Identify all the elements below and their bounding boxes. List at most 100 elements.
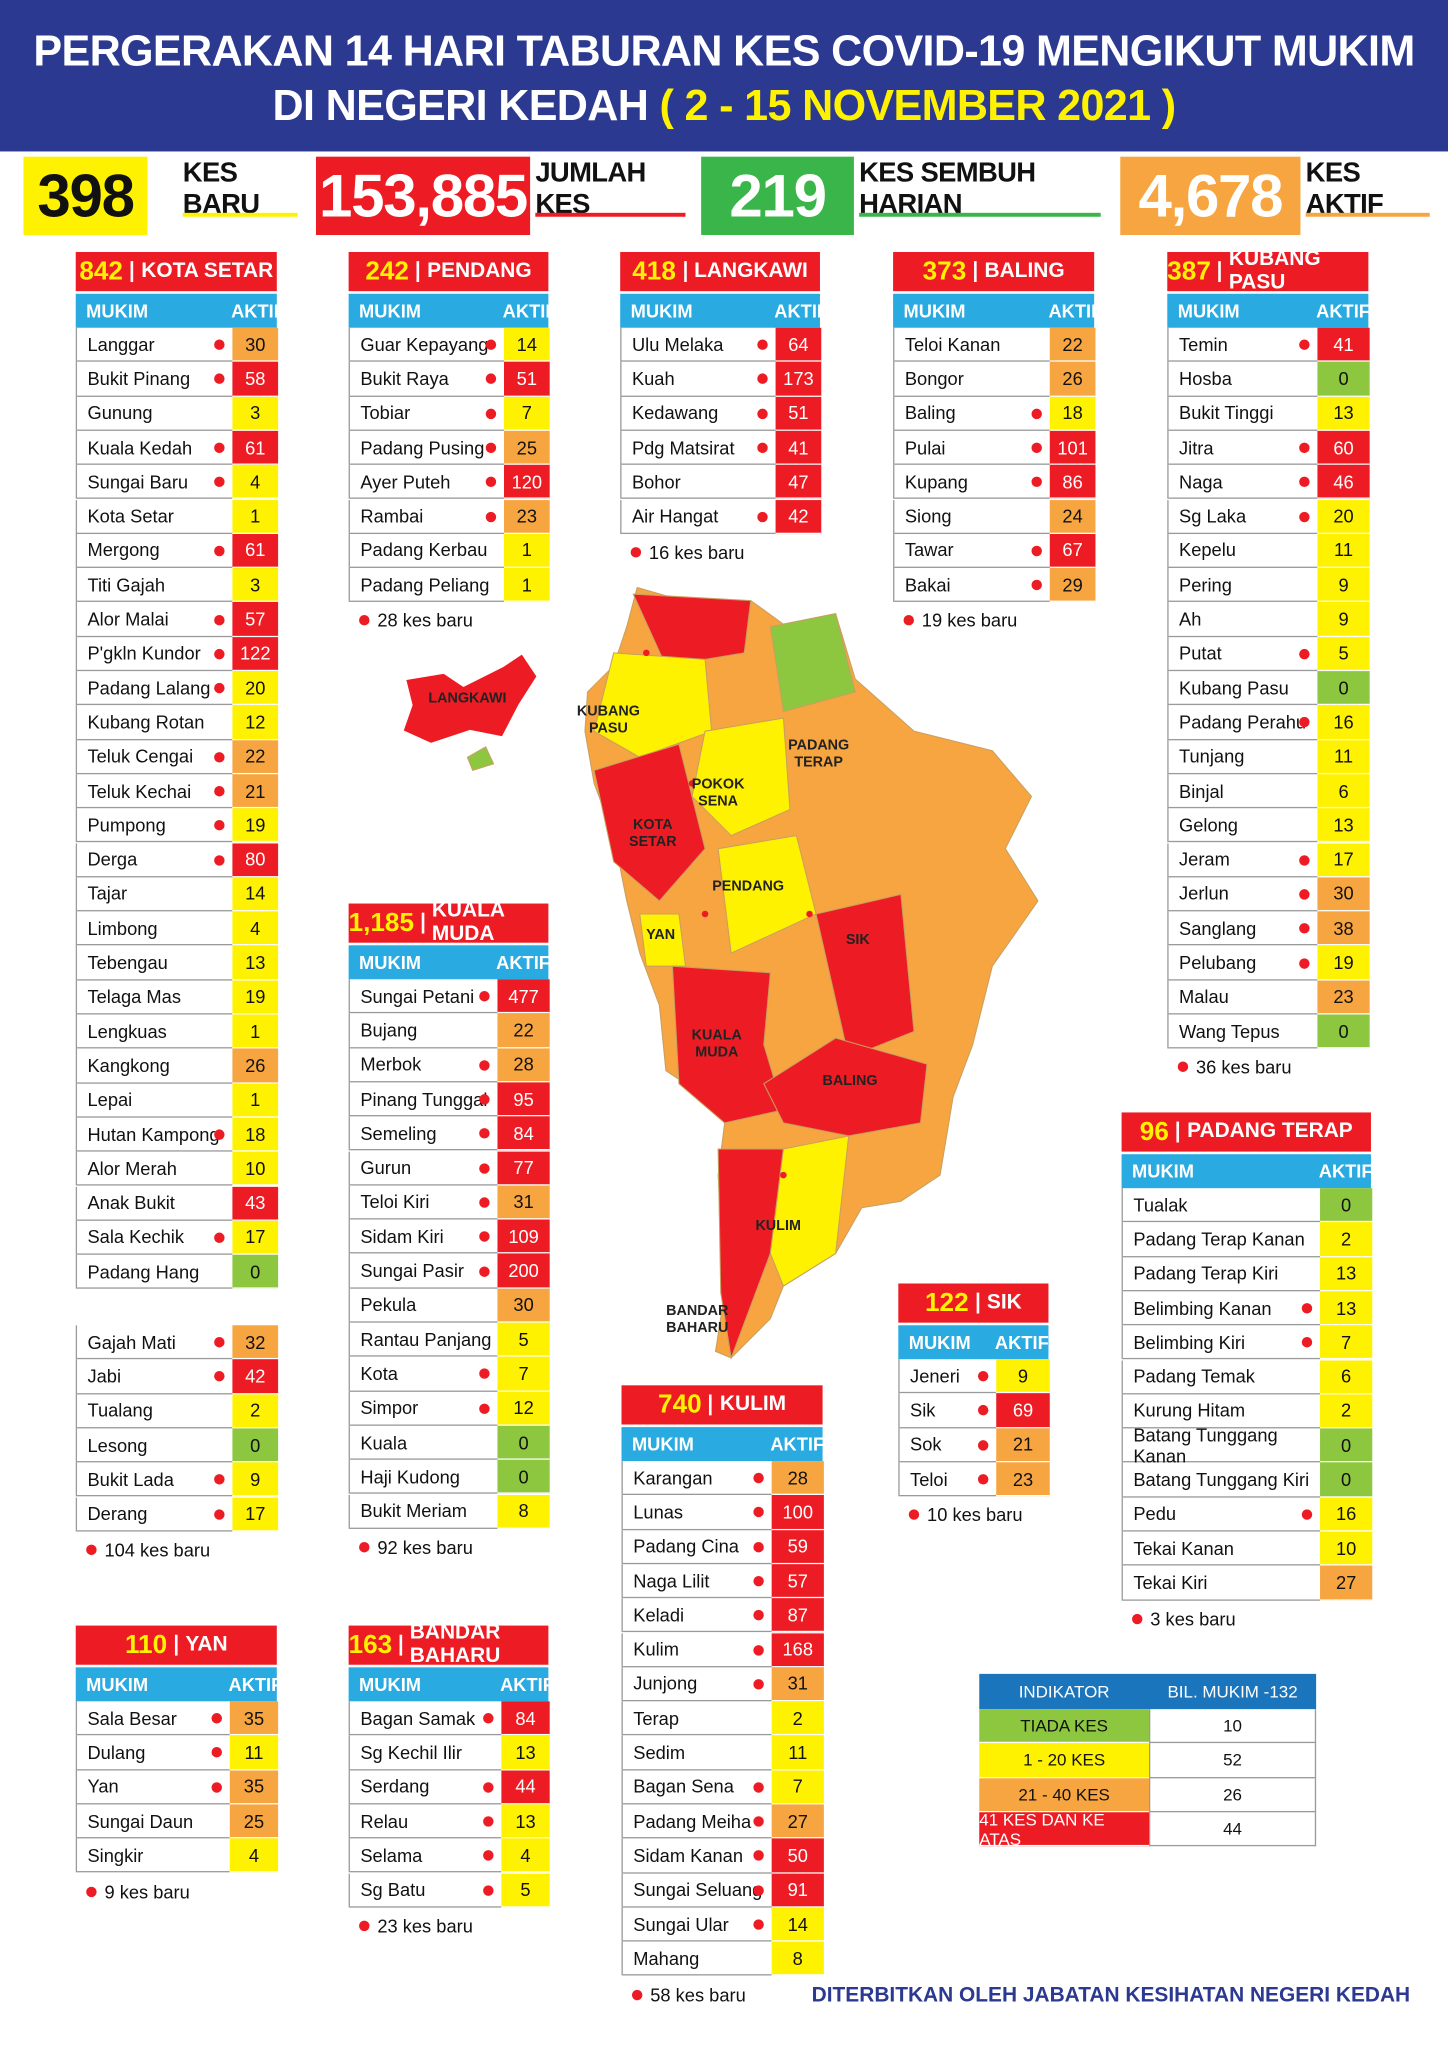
- district-header: 1,185 KUALA MUDA: [348, 900, 549, 945]
- table-row: Bukit Meriam 8: [348, 1494, 550, 1529]
- mukim-name: Padang Cina: [622, 1530, 772, 1565]
- new-case-dot: [479, 1094, 490, 1105]
- table-row: Sungai Ular 14: [621, 1907, 824, 1942]
- table-row: Padang Lalang 20: [75, 671, 279, 706]
- table-row: Langgar 30: [75, 327, 279, 363]
- mukim-name: Teloi Kiri: [349, 1185, 498, 1220]
- column-header: MUKIM AKTIF: [75, 1667, 283, 1702]
- new-case-dot: [1299, 511, 1310, 522]
- new-cases-text: 19 kes baru: [921, 610, 1018, 632]
- active-count: 58: [232, 362, 279, 397]
- divider: [400, 1634, 402, 1656]
- active-count: 173: [775, 362, 822, 397]
- new-case-dot: [483, 1884, 494, 1896]
- table-row: Bukit Raya 51: [348, 362, 550, 397]
- stat-underline: [1305, 212, 1430, 217]
- new-cases-note: 104 kes baru: [86, 1537, 287, 1563]
- map-label: POKOK: [692, 777, 745, 793]
- table-row: Sungai Pasir 200: [348, 1253, 550, 1289]
- active-count: 120: [503, 465, 550, 500]
- stat-label: KES BARU: [182, 157, 260, 220]
- new-case-dot: [485, 511, 497, 522]
- new-cases-note: 3 kes baru: [1132, 1605, 1381, 1631]
- column-label: AKTIF: [228, 1673, 283, 1695]
- map-shapes: [400, 586, 1039, 1360]
- mukim-name: Ayer Puteh: [349, 465, 504, 500]
- new-case-dot: [753, 1472, 764, 1484]
- legend-count: 44: [1148, 1812, 1317, 1847]
- new-case-dot: [1132, 1613, 1143, 1624]
- table-row: Pering 9: [1167, 568, 1370, 603]
- mukim-name: Dulang: [77, 1736, 230, 1770]
- table-row: Sg Batu 5: [348, 1872, 550, 1908]
- mukim-name: Jerlun: [1168, 877, 1318, 912]
- active-count: 23: [503, 499, 550, 534]
- new-case-dot: [214, 1232, 225, 1243]
- active-count: 13: [1317, 396, 1370, 431]
- mukim-name: Kuala: [349, 1426, 498, 1460]
- active-count: 1: [232, 1083, 279, 1118]
- mukim-name: Gunung: [77, 396, 233, 431]
- active-count: 13: [501, 1804, 550, 1839]
- mukim-name: Gelong: [1168, 808, 1318, 843]
- active-count: 0: [1317, 362, 1370, 397]
- column-label: MUKIM: [1132, 1160, 1194, 1182]
- table-row: Derga 80: [75, 842, 279, 878]
- district-total: 740: [658, 1389, 702, 1419]
- mukim-name: Sg Batu: [349, 1873, 502, 1908]
- active-count: 200: [497, 1253, 550, 1289]
- table-row: Kedawang 51: [620, 396, 822, 431]
- district-name: KUALA MUDA: [431, 899, 505, 946]
- stat-label: KES AKTIF: [1305, 157, 1384, 220]
- new-case-dot: [485, 477, 497, 488]
- new-case-dot: [479, 1403, 490, 1414]
- mukim-name: Naga Lilit: [622, 1564, 772, 1599]
- new-cases-note: 36 kes baru: [1177, 1054, 1379, 1080]
- table-row: Sg Laka 20: [1167, 499, 1370, 534]
- mukim-name: Kuala Kedah: [77, 431, 233, 466]
- district-total: 373: [922, 256, 967, 286]
- active-count: 7: [503, 396, 550, 431]
- mukim-name: Sidam Kiri: [349, 1220, 498, 1254]
- mukim-name: Pekula: [349, 1288, 498, 1323]
- divider: [683, 261, 687, 283]
- district-name: BANDAR BAHARU: [409, 1621, 501, 1668]
- mukim-name: Kuah: [621, 362, 776, 397]
- column-header: MUKIM AKTIF: [620, 293, 828, 328]
- mukim-name: Belimbing Kanan: [1122, 1291, 1321, 1326]
- mukim-name: Padang Perahu: [1168, 705, 1318, 740]
- active-count: 18: [232, 1117, 279, 1152]
- new-case-dot: [753, 1679, 764, 1690]
- active-count: 101: [1049, 430, 1096, 466]
- active-count: 1: [503, 568, 550, 603]
- map-label: BAHARU: [666, 1320, 728, 1336]
- new-cases-text: 92 kes baru: [377, 1536, 473, 1558]
- mukim-name: Pering: [1168, 568, 1318, 603]
- new-case-dot: [479, 1368, 490, 1380]
- divider: [974, 261, 977, 283]
- column-label: MUKIM: [359, 951, 422, 973]
- district-header: 373 BALING: [893, 251, 1095, 292]
- new-case-dot: [485, 339, 497, 351]
- mukim-name: Tobiar: [349, 396, 504, 431]
- district-total: 110: [124, 1630, 168, 1659]
- mukim-name: Alor Malai: [77, 602, 233, 637]
- district-header: 418 LANGKAWI: [620, 251, 820, 292]
- mukim-name: Siong: [894, 499, 1050, 534]
- active-count: 61: [232, 430, 279, 466]
- new-case-dot: [483, 1850, 494, 1862]
- active-count: 23: [996, 1462, 1050, 1497]
- new-case-dot: [214, 477, 225, 488]
- new-case-dot: [1177, 1061, 1189, 1073]
- table-row: Hosba 0: [1167, 362, 1370, 397]
- stat-label: JUMLAH KES: [535, 157, 646, 220]
- mukim-name: Putat: [1168, 637, 1318, 672]
- active-count: 30: [497, 1288, 550, 1323]
- mukim-name: Jabi: [77, 1360, 233, 1394]
- new-case-dot: [214, 683, 225, 694]
- table-row: Limbong 4: [75, 911, 279, 946]
- active-count: 2: [771, 1701, 824, 1736]
- map-label: YAN: [646, 927, 675, 943]
- mukim-name: Tekai Kanan: [1122, 1532, 1321, 1566]
- title: PERGERAKAN 14 HARI TABURAN KES COVID-19 …: [33, 26, 1415, 75]
